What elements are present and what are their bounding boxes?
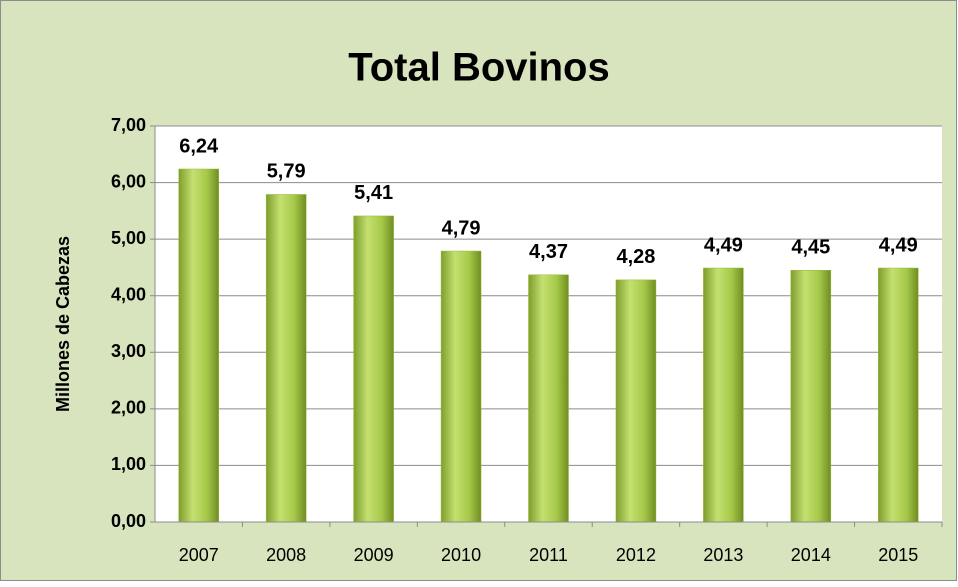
value-label: 4,49 bbox=[879, 234, 918, 256]
value-label: 4,28 bbox=[616, 246, 655, 268]
value-label: 6,24 bbox=[179, 135, 219, 157]
y-tick-label: 2,00 bbox=[111, 398, 146, 418]
x-tick-label: 2015 bbox=[878, 545, 918, 565]
bar bbox=[878, 267, 919, 523]
y-tick-label: 5,00 bbox=[111, 228, 146, 248]
chart-title: Total Bovinos bbox=[348, 46, 609, 90]
y-axis-label: Millones de Cabezas bbox=[53, 236, 73, 412]
x-tick-label: 2013 bbox=[703, 545, 743, 565]
value-label: 4,49 bbox=[704, 234, 743, 256]
y-tick-label: 0,00 bbox=[111, 511, 146, 531]
bar bbox=[615, 279, 657, 523]
value-label: 5,79 bbox=[267, 161, 306, 183]
bar bbox=[178, 168, 219, 523]
x-tick-label: 2011 bbox=[529, 545, 568, 565]
bar bbox=[528, 274, 569, 523]
y-tick-label: 7,00 bbox=[111, 115, 146, 135]
x-tick-label: 2014 bbox=[791, 545, 831, 565]
x-tick-label: 2007 bbox=[179, 545, 219, 565]
value-label: 4,37 bbox=[529, 241, 568, 263]
bar bbox=[353, 215, 394, 523]
y-tick-label: 4,00 bbox=[111, 284, 146, 304]
bar bbox=[790, 270, 832, 523]
value-label: 4,45 bbox=[791, 237, 830, 259]
x-tick-label: 2008 bbox=[266, 545, 306, 565]
value-label: 4,79 bbox=[442, 217, 481, 239]
x-tick-label: 2012 bbox=[616, 545, 656, 565]
y-tick-label: 3,00 bbox=[111, 341, 146, 361]
bar bbox=[265, 194, 307, 523]
x-tick-label: 2009 bbox=[354, 545, 394, 565]
bar bbox=[440, 250, 482, 523]
x-tick-label: 2010 bbox=[441, 545, 481, 565]
y-tick-label: 1,00 bbox=[111, 454, 146, 474]
value-label: 5,41 bbox=[354, 182, 393, 204]
bar bbox=[703, 267, 744, 523]
y-tick-label: 6,00 bbox=[111, 171, 146, 191]
